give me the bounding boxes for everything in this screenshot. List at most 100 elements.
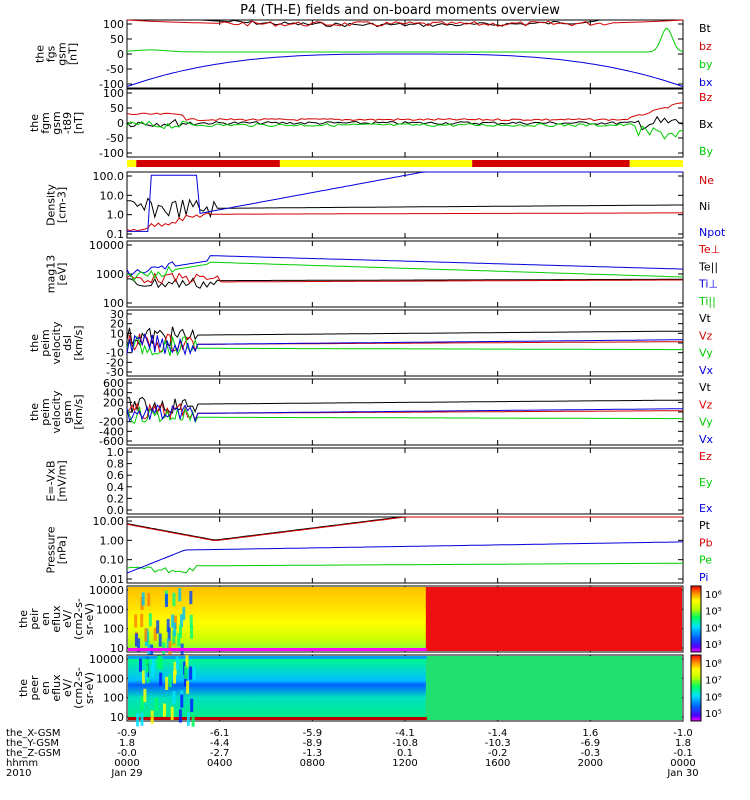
spectrogram-cell [156, 620, 160, 634]
y-tick-label: 1.00 [100, 534, 125, 547]
y-tick-label: 0.10 [100, 554, 125, 567]
ephemeris-value: 1.8 [675, 738, 691, 749]
spectrogram-cell [166, 618, 170, 633]
y-axis-label: velocity [50, 321, 63, 364]
spectrogram-cell [173, 661, 177, 675]
ephemeris-value: -4.4 [210, 738, 230, 749]
spectrogram-cell [164, 593, 168, 608]
legend-ti: Ti⊥ [698, 278, 718, 291]
ephemeris-value: -2.7 [210, 748, 230, 759]
series-line-ti-par [126, 261, 684, 282]
series-line-bz [126, 19, 684, 27]
spectrogram-cell [186, 680, 190, 694]
y-tick-label: 20 [110, 318, 124, 331]
spectrogram-cell [186, 712, 190, 726]
y-axis-label: en [39, 612, 52, 626]
legend-ez: Ez [699, 450, 712, 463]
y-tick-label: -50 [106, 132, 124, 145]
ephemeris-value: -0.1 [673, 748, 693, 759]
spectrogram-cell [172, 691, 176, 705]
spectrogram-cell [128, 656, 427, 659]
spectrogram-cell [140, 613, 144, 627]
y-tick-label: -100 [99, 147, 124, 160]
y-tick-label: 0.01 [100, 573, 125, 586]
y-axis-label: the [34, 45, 47, 63]
y-tick-label: 0.8 [107, 458, 125, 471]
time-tick-label: 0400 [207, 758, 232, 769]
y-axis-label: the [28, 334, 41, 352]
spectrogram-cell [141, 592, 145, 606]
y-tick-label: -50 [106, 63, 124, 76]
spectrogram-cell [180, 694, 184, 708]
time-axis: the_X-GSM -0.9 -6.1 -5.9 -4.1 -1.4 1.6 -1.0 the_… [6, 728, 699, 779]
y-axis-label: eflux [50, 605, 63, 633]
y-axis-label: [nT] [67, 43, 80, 65]
y-tick-label: -400 [99, 425, 124, 438]
spectrogram-cell [142, 670, 146, 684]
y-tick-label: 0.2 [107, 492, 125, 505]
y-tick-label: 1000 [96, 672, 124, 685]
time-tick-label: 1200 [392, 758, 417, 769]
y-tick-label: 30 [110, 308, 124, 321]
spectrogram-cell [147, 593, 151, 607]
panel-density: 100.0 10.0 1.0 0.1 Density[cm-3] Ne Ni Npot [45, 170, 726, 241]
series-line-vt [126, 326, 683, 347]
y-axis-label: Density [45, 184, 58, 226]
legend-by: By [699, 145, 714, 158]
legend-bz: bz [699, 40, 712, 53]
spectrogram-cell [162, 703, 166, 717]
spectrogram-cell [150, 664, 154, 678]
y-tick-label: 10 [110, 327, 124, 340]
colorbar-tick-label: 10⁴ [705, 623, 722, 634]
spectrogram-cell [144, 628, 148, 642]
y-tick-label: -20 [106, 356, 124, 369]
ephemeris-value: -10.3 [485, 738, 511, 749]
y-tick-label: -600 [99, 435, 124, 448]
legend-bx: bx [699, 76, 713, 89]
legend-pt: Pt [699, 519, 711, 532]
y-axis-label: fgs [45, 45, 58, 62]
series-line-vx [126, 333, 683, 356]
spectrogram-cell [137, 638, 141, 652]
spectrogram-cell [140, 696, 144, 710]
y-axis-label: peim [39, 398, 52, 426]
colorbar-tick-label: 10⁵ [705, 709, 722, 720]
panel-mode [127, 160, 683, 167]
ephemeris-value: -8.9 [303, 738, 323, 749]
y-tick-label: 1000 [96, 603, 124, 616]
y-axis-label: (cm2-s- [72, 667, 85, 709]
y-tick-label: 100 [103, 297, 124, 310]
ephemeris-label: the_X-GSM [6, 728, 60, 739]
y-axis-label: peir [28, 608, 41, 630]
ephemeris-value: 1.6 [582, 728, 598, 739]
y-axis-label: eV/ [61, 610, 74, 628]
y-axis-label: the [17, 610, 30, 628]
legend-by: by [699, 58, 713, 71]
legend-ne: Ne [699, 174, 714, 187]
ephemeris-label: hhmm [6, 758, 38, 769]
y-tick-label: 1000 [96, 268, 124, 281]
series-line-vx [126, 404, 683, 423]
colorbar [690, 585, 702, 653]
y-axis-label: sr-eV) [83, 603, 96, 635]
panel-pressure: 10.00 1.00 0.10 0.01 Pressure[nPa] Pt Pb Pe Pi [45, 515, 713, 586]
panel-frame [126, 447, 684, 515]
y-tick-label: 600 [103, 377, 124, 390]
legend-te: Te|| [698, 260, 718, 273]
y-tick-label: 0.4 [107, 481, 125, 494]
y-tick-label: 200 [103, 396, 124, 409]
y-tick-label: 10000 [89, 653, 124, 666]
y-axis-label: velocity [50, 390, 63, 433]
legend-vz: Vz [699, 329, 713, 342]
ephemeris-value: -4.1 [395, 728, 415, 739]
spectrogram-cell [173, 622, 177, 636]
legend-te: Te⊥ [698, 243, 720, 256]
y-axis-label: the [28, 114, 41, 132]
spectrogram-cell [184, 673, 188, 687]
y-tick-label: 10 [110, 642, 124, 655]
colorbar [690, 654, 702, 722]
legend-vz: Vz [699, 398, 713, 411]
y-axis-label: E=-VxB [45, 460, 58, 501]
